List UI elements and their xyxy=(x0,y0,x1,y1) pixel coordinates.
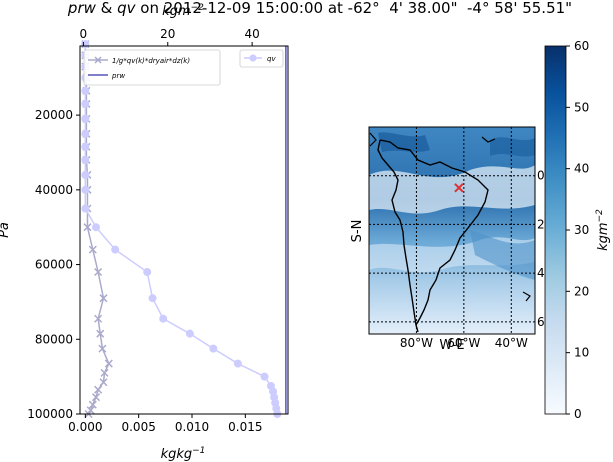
series-qv xyxy=(81,40,282,418)
integrand-point xyxy=(96,329,105,338)
integrand-point xyxy=(99,294,108,303)
qv-point xyxy=(81,114,90,123)
title-prw: prw xyxy=(67,0,97,17)
map-gridlines xyxy=(369,127,535,334)
qv-point xyxy=(92,223,100,232)
profile-plot: 0.000 0.005 0.010 0.015 20000 40000 60000 8000… xyxy=(0,3,289,462)
integrand-point xyxy=(99,378,108,387)
y-tick-label: 80000 xyxy=(35,332,73,346)
map-lon-label: 80°W xyxy=(400,336,433,350)
profile-y-ticks: 20000 40000 60000 80000 100000 xyxy=(27,108,80,421)
map-ylabel: S-N xyxy=(350,220,365,243)
y-tick-label: 100000 xyxy=(27,407,73,421)
x2-tick-label: 0 xyxy=(80,27,88,41)
qv-point xyxy=(81,99,90,108)
integrand-point xyxy=(100,368,109,377)
profile-axes-frame xyxy=(79,45,289,415)
qv-line xyxy=(84,44,279,415)
qv-point xyxy=(81,170,90,179)
colorbar-label: kgm−2 xyxy=(595,209,611,251)
figure-title: prw & qv on 2012-12-09 15:00:00 at -62° … xyxy=(67,0,572,17)
y-tick-label: 60000 xyxy=(35,258,73,272)
legend-entry-prw: prw xyxy=(88,72,125,80)
qv-point xyxy=(81,86,90,95)
integrand-point xyxy=(94,267,103,277)
colorbar-tick-label: 0 xyxy=(574,407,582,421)
integrand-point xyxy=(91,393,101,402)
profile-series-layer xyxy=(81,40,287,419)
qv-point xyxy=(159,314,168,323)
integrand-point xyxy=(83,223,92,232)
legend-left: 1/g*qv(k)*dryair*dz(k) prw xyxy=(83,49,221,86)
qv-point xyxy=(185,329,194,338)
map-lon-ticks: 80°W 60°W 40°W xyxy=(400,336,528,350)
x2-tick-label: 20 xyxy=(160,27,175,41)
colorbar-tick-label: 40 xyxy=(574,162,589,176)
qv-point xyxy=(148,294,157,303)
map-plot: 80°W60°W40°W 02 S4 S6 S W-E S-N xyxy=(350,126,556,353)
legend-label-prw: prw xyxy=(111,72,125,80)
y-tick-label: 40000 xyxy=(35,183,73,197)
coastline xyxy=(377,139,489,333)
map-xlabel: W-E xyxy=(439,338,464,353)
qv-point xyxy=(209,344,218,353)
integrand-point xyxy=(98,344,107,353)
x-tick-label: 0.005 xyxy=(121,420,155,434)
map-lon-label: 40°W xyxy=(495,336,528,350)
integrand-point xyxy=(104,359,113,368)
colorbar-tick-label: 50 xyxy=(574,100,589,114)
qv-point xyxy=(233,359,242,368)
map-frame xyxy=(368,126,536,335)
location-marker xyxy=(454,183,464,193)
colorbar-tick-label: 60 xyxy=(574,39,589,53)
qv-point xyxy=(81,204,90,213)
integrand-line xyxy=(84,44,110,415)
x2-tick-label: 40 xyxy=(244,27,259,41)
integrand-point xyxy=(94,314,103,323)
qv-point xyxy=(81,142,90,151)
x-tick-label: 0.015 xyxy=(228,420,262,434)
qv-point xyxy=(81,185,90,194)
legend-label-integrand: 1/g*qv(k)*dryair*dz(k) xyxy=(112,57,190,65)
profile-x-ticks: 0.000 0.005 0.010 0.015 xyxy=(68,414,263,434)
qv-point xyxy=(81,155,90,164)
integrand-point xyxy=(88,400,97,409)
profile-x2-ticks: 0 20 40 xyxy=(80,27,260,46)
y-tick-label: 20000 xyxy=(35,108,73,122)
x-tick-label: 0.010 xyxy=(175,420,209,434)
map-lon-label: 60°W xyxy=(447,336,480,350)
colorbar-tick-label: 20 xyxy=(574,284,589,298)
legend-right: qv xyxy=(239,49,284,68)
colorbar: 0 10 20 30 40 50 60 kgm−2 xyxy=(544,39,611,421)
qv-point xyxy=(143,268,152,277)
legend-entry-integrand: 1/g*qv(k)*dryair*dz(k) xyxy=(88,56,190,65)
qv-point xyxy=(260,372,269,381)
colorbar-gradient xyxy=(544,45,567,415)
colorbar-tick-label: 30 xyxy=(574,223,589,237)
title-qv: qv xyxy=(117,0,137,17)
qv-point xyxy=(111,245,120,254)
integrand-point xyxy=(94,385,103,394)
qv-point xyxy=(81,40,90,49)
map-field xyxy=(369,127,535,334)
profile-x2label: kgm−2 xyxy=(162,3,204,19)
qv-point xyxy=(81,129,90,138)
legend-label-qv: qv xyxy=(267,55,276,63)
profile-ylabel: Pa xyxy=(0,222,12,238)
integrand-point xyxy=(86,406,95,415)
profile-xlabel: kgkg−1 xyxy=(161,446,206,462)
colorbar-ticks: 0 10 20 30 40 50 60 xyxy=(566,39,589,421)
integrand-point xyxy=(88,245,97,254)
title-rest: on 2012-12-09 15:00:00 at -62° 4' 38.00"… xyxy=(136,0,573,17)
title-amp: & xyxy=(96,0,117,17)
map-lat-label: 0 xyxy=(537,169,545,183)
x-tick-label: 0.000 xyxy=(68,420,102,434)
colorbar-tick-label: 10 xyxy=(574,346,589,360)
location-marker-x xyxy=(454,183,464,193)
